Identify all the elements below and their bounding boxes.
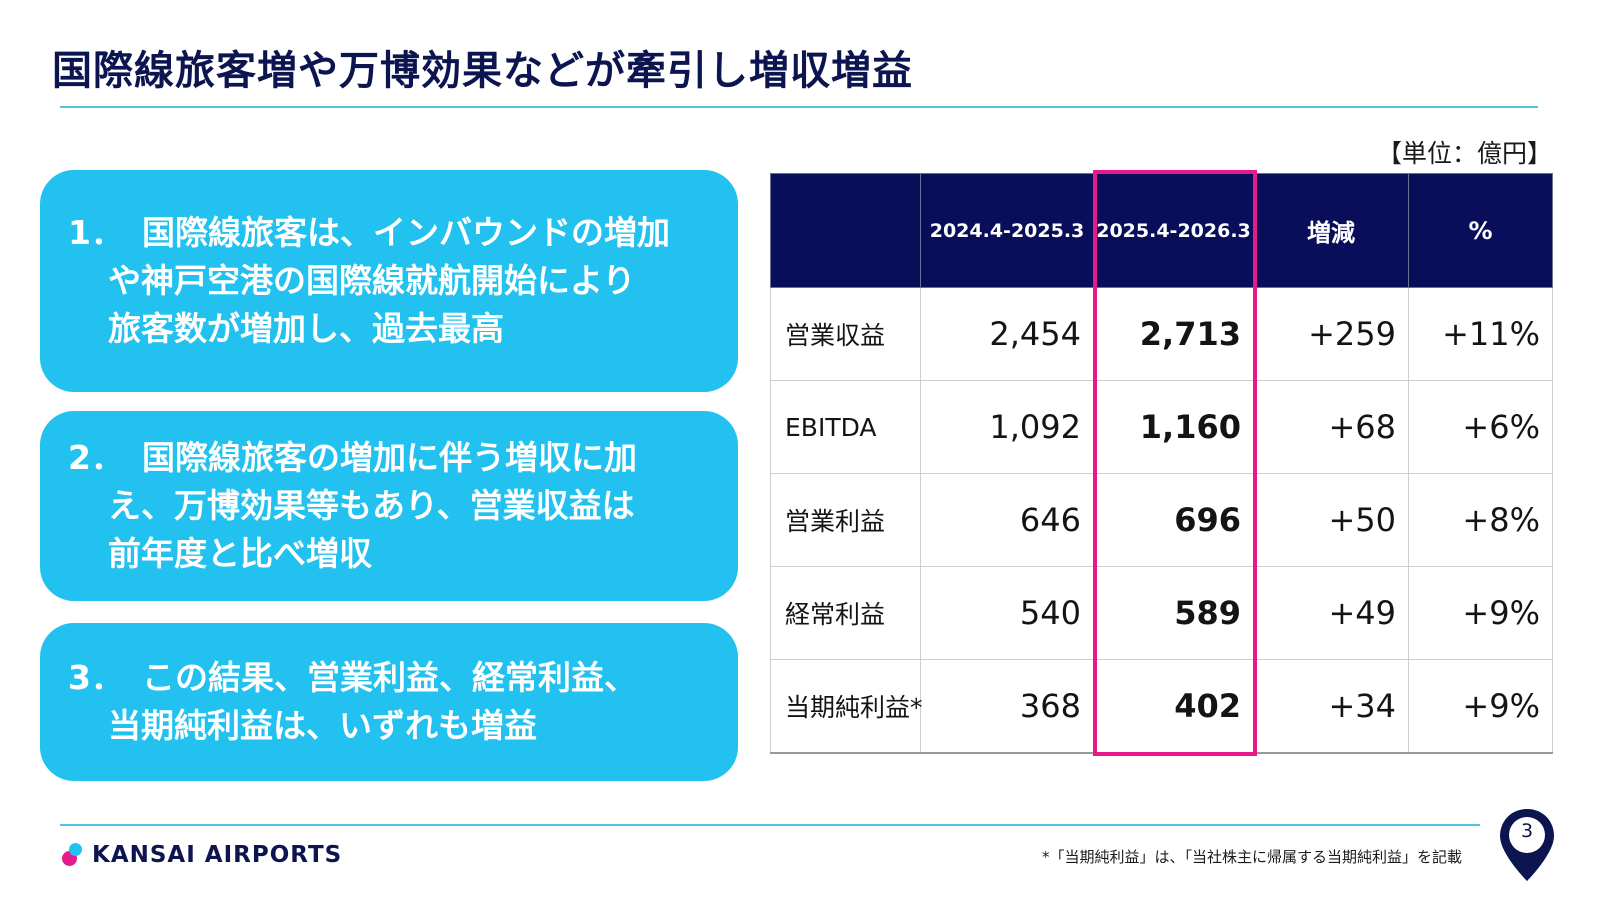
cell-curr: 1,160 — [1093, 380, 1254, 474]
card-line: 当期純利益は、いずれも増益 — [108, 706, 537, 745]
kansai-logo-icon — [62, 843, 86, 867]
footnote: *「当期純利益」は、「当社株主に帰属する当期純利益」を記載 — [1042, 848, 1463, 866]
header-percent: % — [1408, 173, 1553, 288]
card-line: 1． 国際線旅客は、インバウンドの増加 — [68, 209, 710, 257]
card-line: 前年度と比べ増収 — [108, 534, 372, 573]
summary-card-1: 1． 国際線旅客は、インバウンドの増加 や神戸空港の国際線就航開始により 旅客数が… — [40, 170, 738, 392]
cell-curr: 696 — [1093, 473, 1254, 567]
logo-text: KANSAI AIRPORTS — [92, 842, 343, 868]
card-number: 3． — [68, 658, 124, 697]
cell-curr: 402 — [1093, 659, 1254, 754]
card-number: 1． — [68, 213, 124, 252]
table-header-row: 2024.4-2025.3 2025.4-2026.3 増減 % — [770, 173, 1553, 288]
row-label: 営業収益 — [770, 287, 921, 381]
summary-card-2: 2． 国際線旅客の増加に伴う増収に加 え、万博効果等もあり、営業収益は 前年度と比… — [40, 411, 738, 601]
cell-prev: 368 — [920, 659, 1094, 754]
card-line: 旅客数が増加し、過去最高 — [108, 309, 504, 348]
cell-prev: 1,092 — [920, 380, 1094, 474]
row-label: 営業利益 — [770, 473, 921, 567]
table-row: 当期純利益* 368 402 +34 +9% — [770, 659, 1553, 754]
row-label: EBITDA — [770, 380, 921, 474]
cell-pct: +6% — [1408, 380, 1553, 474]
row-label: 当期純利益* — [770, 659, 923, 754]
cell-curr: 589 — [1093, 566, 1254, 660]
cell-diff: +49 — [1253, 566, 1409, 660]
table-row: 経常利益 540 589 +49 +9% — [770, 566, 1553, 660]
header-curr-period: 2025.4-2026.3 — [1093, 173, 1254, 288]
cell-prev: 646 — [920, 473, 1094, 567]
financial-table: 2024.4-2025.3 2025.4-2026.3 増減 % 営業収益 2,… — [770, 173, 1553, 754]
cell-diff: +34 — [1253, 659, 1409, 754]
header-label — [770, 173, 921, 288]
cell-pct: +9% — [1408, 566, 1553, 660]
cell-curr: 2,713 — [1093, 287, 1254, 381]
table-row: 営業収益 2,454 2,713 +259 +11% — [770, 287, 1553, 381]
cell-pct: +11% — [1408, 287, 1553, 381]
table-row: EBITDA 1,092 1,160 +68 +6% — [770, 380, 1553, 474]
cell-diff: +68 — [1253, 380, 1409, 474]
page-number: 3 — [1520, 820, 1534, 842]
location-pin-icon — [1500, 809, 1554, 881]
summary-card-3: 3． この結果、営業利益、経常利益、 当期純利益は、いずれも増益 — [40, 623, 738, 781]
card-line: 3． この結果、営業利益、経常利益、 — [68, 654, 710, 702]
unit-label: 【単位：億円】 — [1376, 139, 1552, 168]
cell-prev: 540 — [920, 566, 1094, 660]
table-row: 営業利益 646 696 +50 +8% — [770, 473, 1553, 567]
header-change: 増減 — [1253, 173, 1409, 288]
cell-diff: +50 — [1253, 473, 1409, 567]
card-line: 2． 国際線旅客の増加に伴う増収に加 — [68, 434, 710, 482]
card-number: 2． — [68, 438, 124, 477]
card-line: や神戸空港の国際線就航開始により — [108, 261, 636, 300]
footer-divider — [60, 824, 1480, 826]
cell-diff: +259 — [1253, 287, 1409, 381]
cell-pct: +8% — [1408, 473, 1553, 567]
title-divider — [60, 106, 1538, 108]
page-title: 国際線旅客増や万博効果などが牽引し増収増益 — [52, 48, 913, 94]
header-prev-period: 2024.4-2025.3 — [920, 173, 1094, 288]
company-logo: KANSAI AIRPORTS — [62, 842, 342, 868]
cell-prev: 2,454 — [920, 287, 1094, 381]
cell-pct: +9% — [1408, 659, 1553, 754]
card-line: え、万博効果等もあり、営業収益は — [108, 486, 635, 525]
row-label: 経常利益 — [770, 566, 921, 660]
